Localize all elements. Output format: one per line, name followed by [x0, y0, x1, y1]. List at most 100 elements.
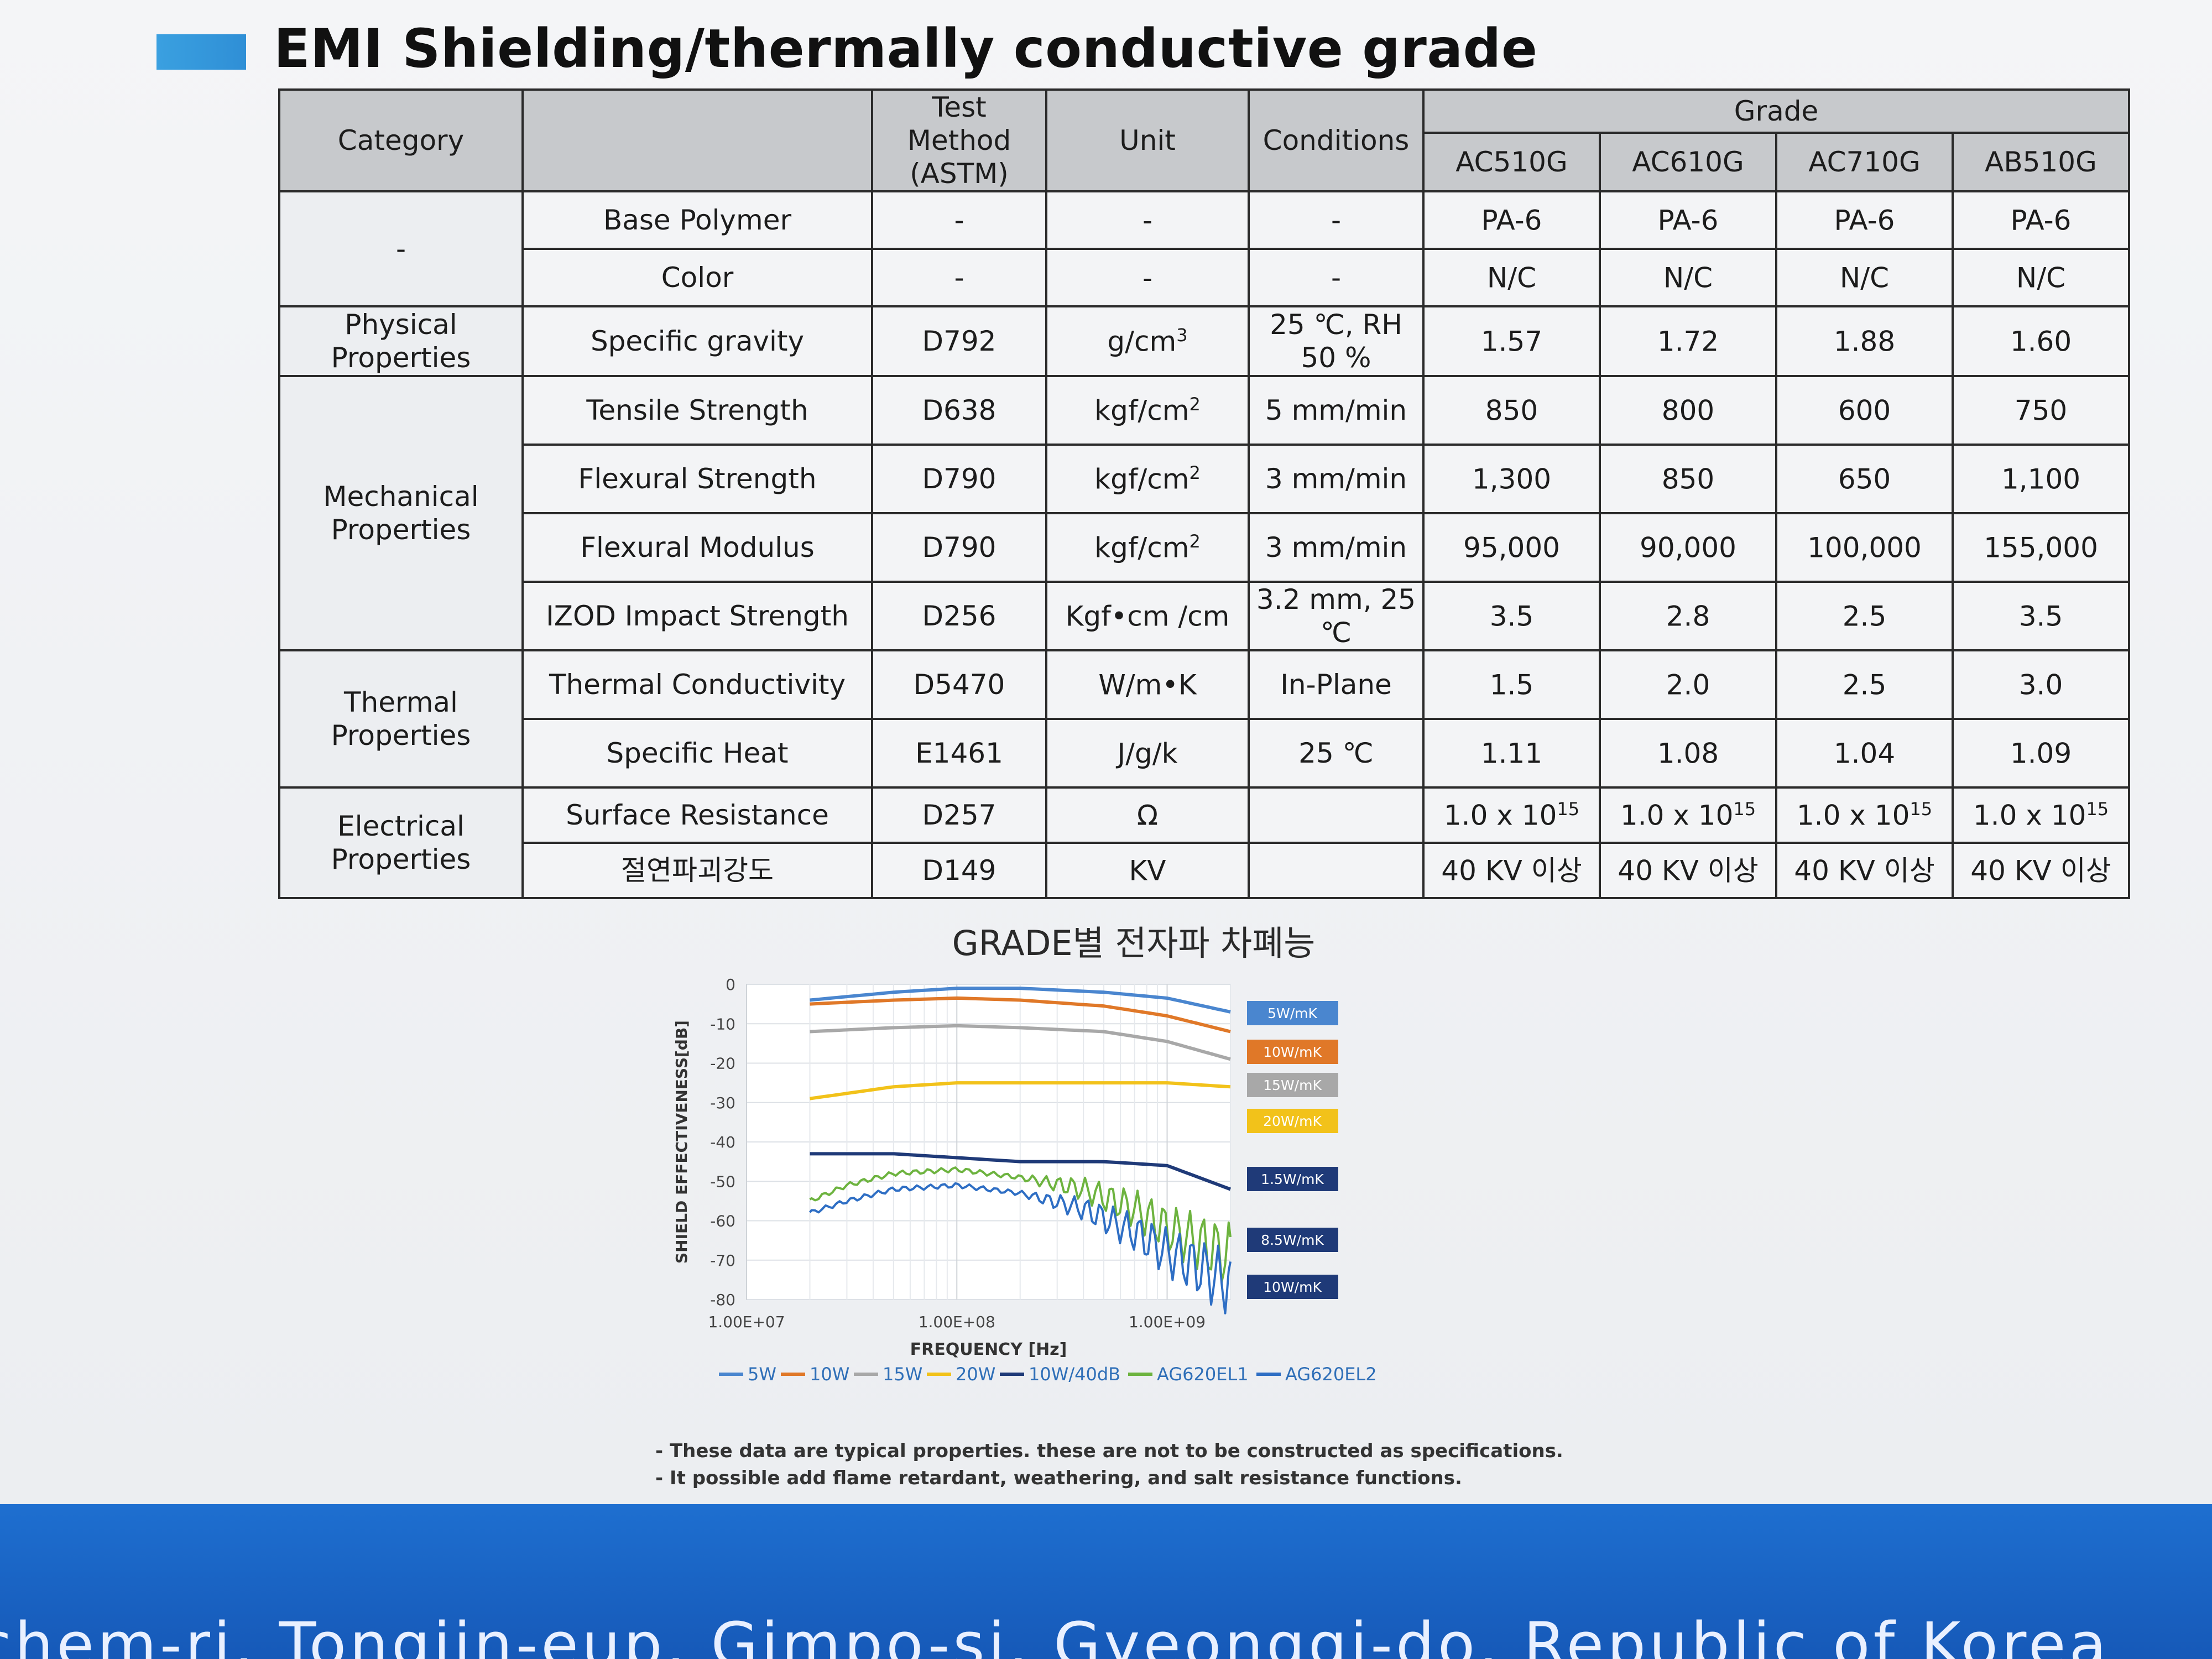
- series-tag-label: 10W/mK: [1263, 1044, 1322, 1060]
- value-cell: 1.60: [1951, 305, 2131, 377]
- method-cell: D257: [871, 786, 1047, 844]
- method-cell: D790: [871, 444, 1047, 514]
- value-text: 1.57: [1480, 325, 1543, 358]
- category-cell: Electrical Properties: [278, 786, 524, 899]
- table-row: Flexural Strength D790 kgf/cm2 3 mm/min 1,30…: [279, 444, 2131, 514]
- method-cell: -: [871, 248, 1047, 307]
- value-text: 95,000: [1463, 531, 1560, 564]
- value-superscript: 15: [2086, 798, 2109, 820]
- y-tick-label: -80: [710, 1291, 735, 1309]
- value-cell: 1.08: [1599, 718, 1777, 789]
- value-superscript: 15: [1557, 798, 1580, 820]
- value-text: 2.5: [1842, 600, 1887, 633]
- value-cell: 40 KV 이상: [1951, 842, 2131, 899]
- y-axis-label: SHIELD EFFECTIVENESS[dB]: [672, 1020, 691, 1264]
- property-cell: 절연파괴강도: [521, 842, 873, 899]
- value-text: N/C: [2016, 262, 2066, 294]
- chart-title: GRADE별 전자파 차폐능: [952, 923, 1316, 963]
- series-tag-box: [1247, 1001, 1338, 1025]
- value-cell: 1.11: [1422, 718, 1601, 789]
- value-cell: 1.88: [1775, 305, 1954, 377]
- series-tag-label: 8.5W/mK: [1261, 1232, 1324, 1248]
- value-text: PA-6: [1834, 204, 1895, 237]
- method-cell: E1461: [871, 718, 1047, 789]
- value-cell: PA-6: [1775, 190, 1954, 250]
- category-cell: -: [278, 190, 524, 307]
- value-text: 1.0 x 10: [1973, 799, 2086, 832]
- chart-grid: [746, 984, 1231, 1300]
- value-cell: 2.0: [1599, 649, 1777, 720]
- method-cell: D790: [871, 512, 1047, 583]
- unit-text: -: [1142, 262, 1153, 294]
- unit-text: KV: [1129, 854, 1166, 887]
- value-text: 155,000: [1984, 531, 2098, 564]
- table-row: Flexural Modulus D790 kgf/cm2 3 mm/min 95,00…: [279, 512, 2131, 583]
- value-cell: 40 KV 이상: [1422, 842, 1601, 899]
- shielding-chart: 0 -10 -20 -30 -40 -50 -60 -70 -80 1.00E+07 1.00E+0…: [672, 975, 1377, 1385]
- property-cell: IZOD Impact Strength: [521, 581, 873, 651]
- unit-cell: W/m•K: [1045, 649, 1250, 720]
- table-row: Mechanical Properties Tensile Strength D63…: [278, 375, 2131, 651]
- value-text: 1.0 x 10: [1620, 799, 1734, 832]
- series-tag-label: 1.5W/mK: [1261, 1171, 1324, 1187]
- table-row: 절연파괴강도 D149 KV 40 KV 이상 40 KV 이상 40 KV 이상 40 K…: [279, 842, 2131, 899]
- value-cell: 1.72: [1599, 305, 1777, 377]
- method-cell: D5470: [871, 649, 1047, 720]
- unit-text: J/g/k: [1117, 737, 1178, 770]
- unit-cell: J/g/k: [1045, 718, 1250, 789]
- y-tick-label: -10: [710, 1015, 735, 1033]
- series-tag-label: 10W/mK: [1263, 1279, 1322, 1295]
- value-cell: 3.0: [1951, 649, 2131, 720]
- value-text: 1.0 x 10: [1443, 799, 1557, 832]
- value-cell: 2.5: [1775, 649, 1954, 720]
- value-cell: 1.0 x 1015: [1422, 786, 1601, 844]
- series-tag-box: [1247, 1167, 1338, 1191]
- conditions-cell: [1248, 842, 1425, 899]
- chart-tags: 5W/mK 10W/mK 15W/mK 20W/mK 1.5W/mK 8.5W/mK 10W…: [1247, 1001, 1338, 1299]
- value-text: PA-6: [2010, 204, 2072, 237]
- header-test-method: Test Method (ASTM): [871, 88, 1047, 192]
- value-cell: 40 KV 이상: [1599, 842, 1777, 899]
- value-cell: 1.0 x 1015: [1599, 786, 1777, 844]
- value-cell: 1,300: [1422, 444, 1601, 514]
- legend-label: AG620EL1: [1157, 1364, 1249, 1385]
- header-grade-ac610g: AC610G: [1599, 131, 1777, 193]
- unit-cell: -: [1045, 248, 1250, 307]
- unit-text: g/cm: [1107, 325, 1177, 358]
- method-cell: -: [871, 190, 1047, 250]
- value-cell: 1.5: [1422, 649, 1601, 720]
- property-cell: Surface Resistance: [521, 786, 873, 844]
- footer-band: chem-ri, Tongjin-eup, Gimpo-si, Gyeonggi…: [0, 1504, 2212, 1659]
- value-text: N/C: [1486, 262, 1537, 294]
- header-property: [521, 88, 873, 192]
- header-grade-ab510g: AB510G: [1951, 131, 2131, 193]
- value-text: 40 KV 이상: [1794, 854, 1935, 887]
- value-text: 100,000: [1807, 531, 1922, 564]
- property-cell: Specific Heat: [521, 718, 873, 789]
- value-cell: 850: [1599, 444, 1777, 514]
- table-row: IZOD Impact Strength D256 Kgf•cm /cm 3.2 mm…: [279, 581, 2131, 651]
- value-text: 1,100: [2001, 463, 2081, 495]
- unit-superscript: 2: [1189, 393, 1201, 415]
- legend-label: AG620EL2: [1285, 1364, 1377, 1385]
- value-cell: 90,000: [1599, 512, 1777, 583]
- poster-board: EMI Shielding/thermally conductive grade…: [0, 0, 2212, 1504]
- header-unit: Unit: [1045, 88, 1250, 192]
- notes: - These data are typical properties. the…: [655, 1438, 1563, 1493]
- property-cell: Flexural Modulus: [521, 512, 873, 583]
- property-cell: Flexural Strength: [521, 444, 873, 514]
- value-text: 1.11: [1480, 737, 1543, 770]
- unit-cell: kgf/cm2: [1045, 375, 1250, 446]
- y-tick-label: -30: [710, 1094, 735, 1112]
- value-superscript: 15: [1733, 798, 1756, 820]
- legend-label: 10W/40dB: [1029, 1364, 1120, 1385]
- property-cell: Specific gravity: [521, 305, 873, 377]
- value-text: N/C: [1839, 262, 1890, 294]
- value-text: 800: [1661, 394, 1715, 427]
- value-cell: N/C: [1422, 248, 1601, 307]
- note-line: - These data are typical properties. the…: [655, 1440, 1563, 1462]
- unit-text: Kgf•cm /cm: [1065, 600, 1230, 633]
- value-cell: N/C: [1775, 248, 1954, 307]
- series-line-5w: [810, 987, 1231, 1014]
- unit-cell: kgf/cm2: [1045, 512, 1250, 583]
